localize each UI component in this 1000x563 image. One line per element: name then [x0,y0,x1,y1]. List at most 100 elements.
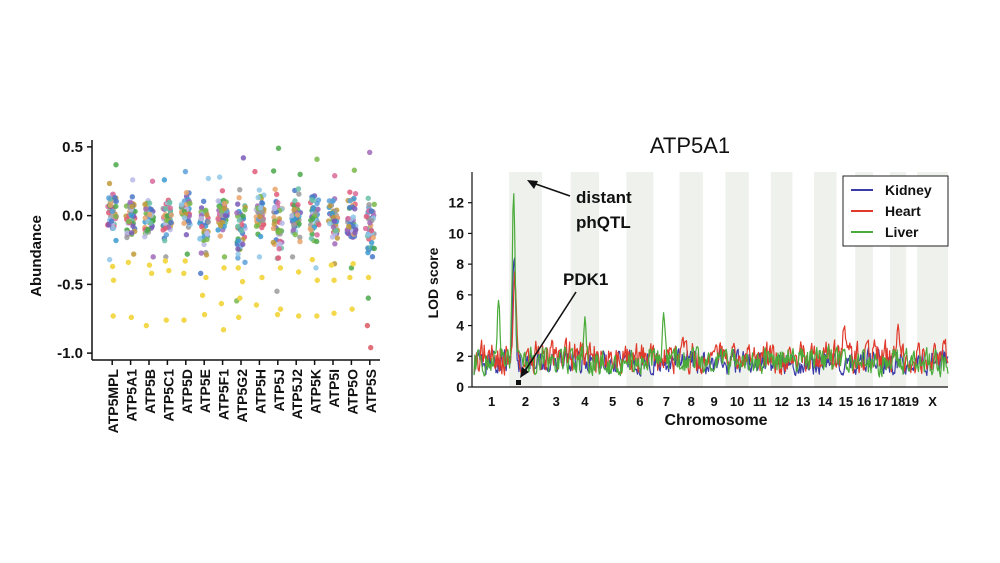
abundance-point [297,171,303,178]
abundance-outlier-point [350,261,356,267]
abundance-category-label: ATP5J [271,369,287,412]
abundance-outlier-point [253,302,260,308]
abundance-point [365,195,371,201]
abundance-point [163,206,169,212]
abundance-point [199,223,205,230]
annotation-pdk1: PDK1 [563,270,608,289]
abundance-point [217,233,223,239]
abundance-point [113,213,119,220]
abundance-point [350,214,357,220]
annotation-distant: distant [576,188,632,207]
abundance-point [204,212,210,218]
lod-chromosome-label: 18 [891,394,905,409]
abundance-point [362,225,369,232]
abundance-point [345,215,351,222]
abundance-point [257,213,263,220]
abundance-point [144,228,150,234]
abundance-category-label: ATP5A1 [124,369,140,422]
lod-chromosome-label: 8 [688,394,695,409]
abundance-outlier-point [181,270,187,277]
abundance-point [309,216,316,222]
abundance-point [124,230,130,236]
abundance-point [125,218,132,225]
abundance-point [352,206,358,212]
abundance-point [215,227,221,233]
legend-label-heart: Heart [885,203,921,219]
abundance-point [289,212,295,219]
abundance-point [347,197,353,204]
abundance-outlier-point [182,258,188,264]
abundance-point [332,241,338,247]
abundance-point [259,209,265,215]
abundance-point [327,203,333,209]
abundance-point [310,205,317,211]
lod-y-tick-label: 8 [456,256,464,272]
abundance-outlier-point [146,262,153,268]
abundance-point [256,187,263,193]
abundance-point [235,251,241,257]
abundance-outlier-point [110,277,117,283]
lod-chromosome-label: 10 [730,394,744,409]
abundance-point [129,194,136,200]
abundance-outlier-point [314,277,320,283]
abundance-point [131,251,137,257]
abundance-y-tick-label: 0.5 [62,139,83,156]
abundance-category-label: ATP5MPL [105,369,121,434]
abundance-category-label: ATP5O [344,369,360,415]
abundance-point [198,205,205,211]
abundance-point [236,194,242,201]
abundance-outlier-point [181,317,187,323]
abundance-point [234,210,240,216]
lod-chromosome-label: 6 [636,394,643,409]
abundance-point [205,219,212,225]
abundance-point [183,232,190,238]
abundance-point [296,191,302,197]
abundance-point [181,220,187,226]
abundance-point [365,249,371,256]
abundance-point [234,201,241,207]
abundance-category-label: ATP5G2 [234,369,250,423]
abundance-point [142,234,148,240]
abundance-point [314,156,320,162]
abundance-category-label: ATP5E [197,369,213,413]
abundance-point [198,270,204,277]
pdk1-annotation: PDK1 [516,270,608,385]
lod-chromosome-label: 4 [581,394,589,409]
abundance-point [221,254,228,260]
abundance-point [110,225,117,231]
abundance-outlier-point [331,310,337,316]
abundance-point [295,202,301,208]
lod-series-lines [473,193,949,378]
abundance-outlier-point [295,269,302,275]
abundance-point [368,208,375,214]
abundance-point [297,238,303,245]
lod-chromosome-label: 3 [553,394,560,409]
abundance-outlier-point [220,327,227,333]
abundance-point [219,188,226,194]
abundance-point [367,220,373,226]
abundance-point [147,220,154,226]
lod-chromosome-label: 12 [774,394,788,409]
abundance-outlier-point [109,263,116,270]
abundance-outlier-point [309,256,316,263]
abundance-point [129,203,135,210]
abundance-point [163,232,170,238]
abundance-point [275,255,282,261]
abundance-point [167,205,173,211]
abundance-outlier-point [235,314,242,321]
abundance-y-label: Abundance [28,215,45,297]
abundance-point [127,199,133,206]
abundance-point [215,198,221,204]
lod-line-liver [473,193,949,378]
abundance-point [197,236,203,242]
abundance-point [164,213,170,219]
abundance-point [352,190,359,197]
abundance-point [161,177,168,183]
abundance-point [235,223,241,229]
abundance-point [295,186,302,192]
abundance-point [270,168,277,174]
abundance-point [124,234,130,241]
pdk1-arrow [522,291,577,375]
lod-legend: Kidney Heart Liver [842,175,949,247]
